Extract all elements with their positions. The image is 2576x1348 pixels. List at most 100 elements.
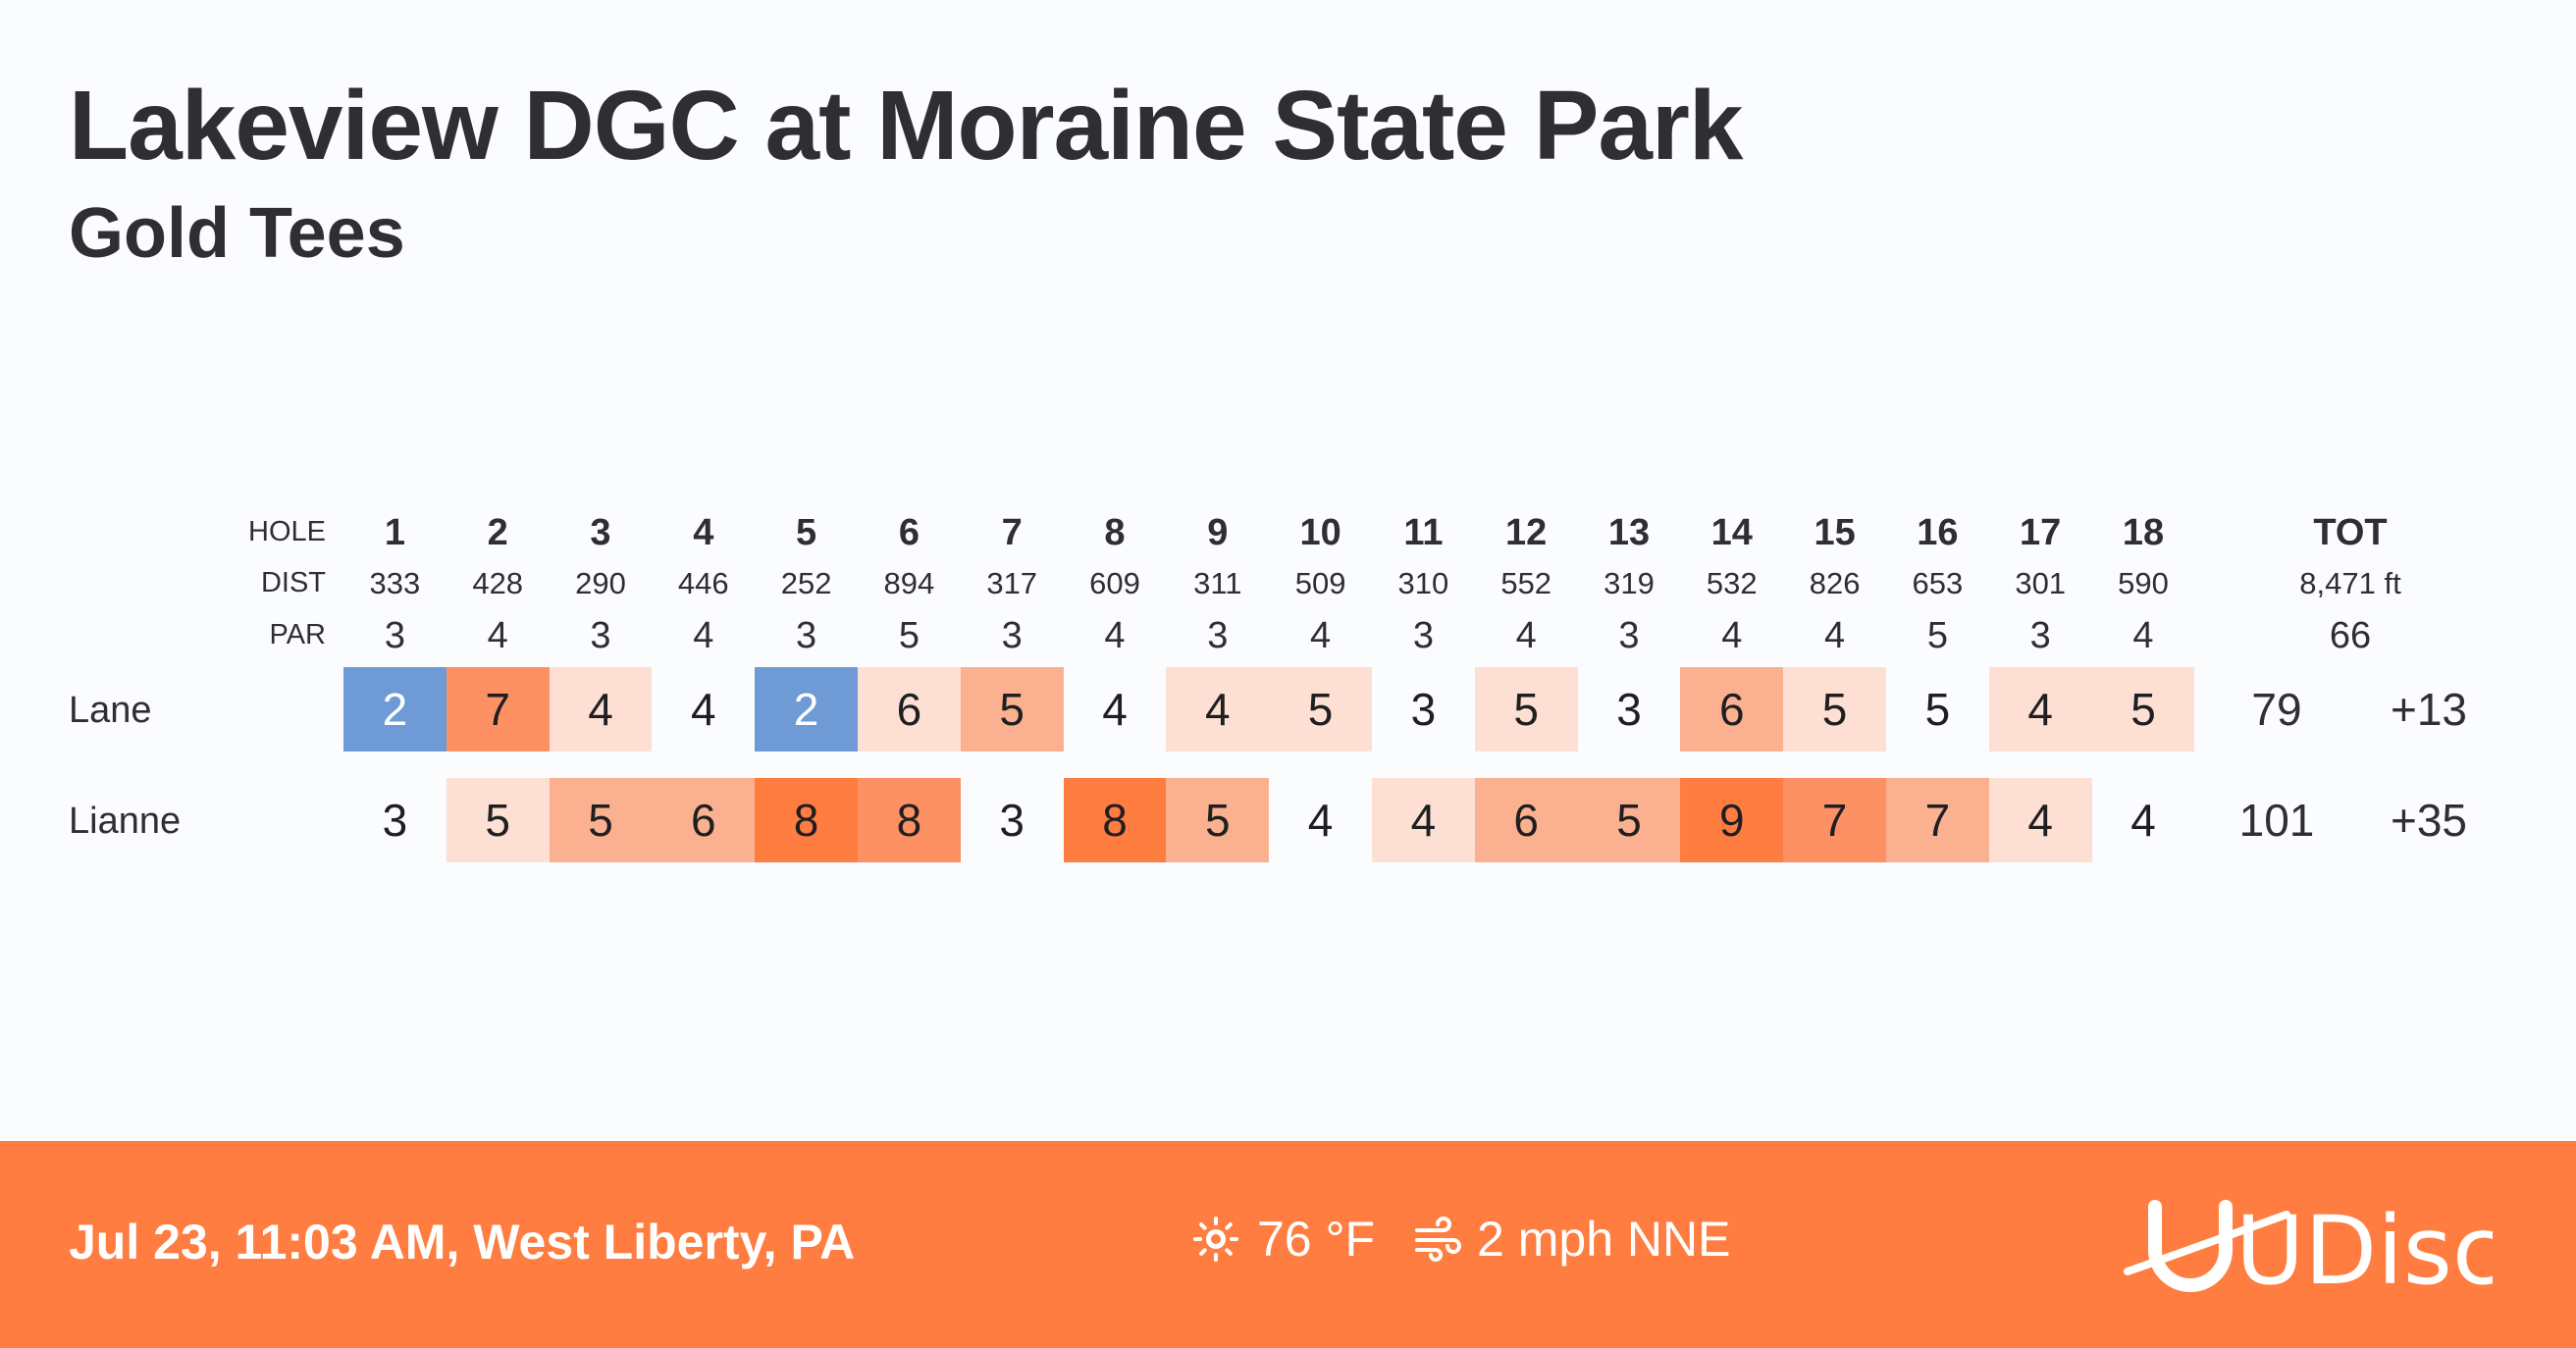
score-cell: 4	[549, 667, 653, 752]
score-cell: 5	[549, 778, 653, 862]
hole-number: 5	[796, 512, 817, 553]
hole-number: 15	[1814, 512, 1856, 553]
hole-distance: 333	[369, 566, 421, 600]
udisc-logo: UDisc	[2120, 1185, 2504, 1308]
hole-distance: 509	[1294, 566, 1346, 600]
score-cell: 3	[382, 795, 408, 846]
score-cell: 5	[1474, 667, 1578, 752]
hole-distance: 590	[2118, 566, 2169, 600]
hole-number: 1	[384, 512, 405, 553]
player-total: 101	[2238, 795, 2315, 846]
score-cell: 4	[1988, 778, 2092, 862]
hole-number: 10	[1299, 512, 1341, 553]
hole-par: 3	[796, 615, 817, 656]
hole-par: 3	[2029, 615, 2051, 656]
hole-distance: 894	[883, 566, 935, 600]
hole-number: 7	[1001, 512, 1023, 553]
hole-number: 11	[1403, 512, 1444, 553]
hole-row-label: HOLE	[248, 516, 326, 547]
hole-number: 3	[590, 512, 611, 553]
dist-row-label: DIST	[260, 567, 326, 598]
hole-par: 4	[1310, 615, 1332, 656]
hole-distance: 252	[780, 566, 832, 600]
score-cell: 4	[1988, 667, 2092, 752]
score-cell: 6	[1680, 667, 1784, 752]
hole-number: 17	[2020, 512, 2062, 553]
score-cell: 8	[755, 778, 858, 862]
hole-par: 4	[1104, 615, 1126, 656]
logo-text: UDisc	[2235, 1196, 2493, 1303]
total-header: TOT	[2313, 512, 2388, 553]
score-cell: 4	[1372, 778, 1475, 862]
player-name: Lane	[69, 690, 152, 731]
total-distance: 8,471 ft	[2299, 566, 2401, 600]
hole-distance: 301	[2015, 566, 2067, 600]
score-cell: 5	[960, 667, 1064, 752]
wind-icon	[1414, 1217, 1463, 1262]
scorecard: HOLE DIST PAR TOT 8,471 ft 66 1 333 3 2 428 4…	[69, 512, 2468, 862]
hole-distance: 311	[1193, 566, 1242, 600]
hole-distance: 428	[472, 566, 524, 600]
hole-distance: 552	[1500, 566, 1552, 600]
score-cell: 5	[1269, 667, 1372, 752]
hole-distance: 319	[1603, 566, 1655, 600]
hole-par: 4	[2132, 615, 2154, 656]
score-cell: 4	[1166, 667, 1270, 752]
score-cell: 7	[1783, 778, 1886, 862]
hole-par: 4	[487, 615, 508, 656]
hole-number: 18	[2122, 512, 2165, 553]
hole-number: 14	[1710, 512, 1753, 553]
hole-number: 12	[1505, 512, 1548, 553]
score-cell: 6	[1474, 778, 1578, 862]
hole-par: 3	[1618, 615, 1640, 656]
hole-distance: 290	[575, 566, 626, 600]
hole-par: 3	[1412, 615, 1434, 656]
hole-distance: 310	[1397, 566, 1449, 600]
score-cell: 3	[1616, 684, 1642, 735]
hole-par: 3	[1001, 615, 1023, 656]
score-cell: 7	[1886, 778, 1989, 862]
player-relative-score: +35	[2390, 795, 2468, 846]
hole-par: 4	[1515, 615, 1537, 656]
score-cell: 4	[690, 684, 716, 735]
score-cell: 5	[446, 778, 550, 862]
score-cell: 6	[858, 667, 961, 752]
score-cell: 6	[652, 778, 756, 862]
score-cell: 3	[999, 795, 1025, 846]
hole-distance: 609	[1089, 566, 1140, 600]
score-cell: 4	[1102, 684, 1128, 735]
score-cell: 9	[1680, 778, 1784, 862]
temperature: 76 °F	[1257, 1212, 1376, 1267]
score-cell: 4	[1307, 795, 1334, 846]
course-title: Lakeview DGC at Moraine State Park	[69, 71, 1744, 181]
hole-distance: 317	[986, 566, 1038, 600]
score-cell: 2	[755, 667, 858, 752]
score-cell: 5	[2091, 667, 2195, 752]
tee-subtitle: Gold Tees	[69, 194, 405, 273]
player-total: 79	[2251, 684, 2302, 735]
hole-distance: 532	[1706, 566, 1758, 600]
round-datetime-location: Jul 23, 11:03 AM, West Liberty, PA	[69, 1215, 856, 1270]
score-cell: 5	[1783, 667, 1886, 752]
hole-par: 4	[693, 615, 714, 656]
hole-number: 2	[487, 512, 508, 553]
player-relative-score: +13	[2390, 684, 2468, 735]
score-cell: 5	[1577, 778, 1681, 862]
score-cell: 5	[1924, 684, 1951, 735]
hole-par: 5	[1926, 615, 1948, 656]
hole-number: 13	[1607, 512, 1651, 553]
hole-number: 4	[693, 512, 714, 553]
hole-number: 9	[1207, 512, 1229, 553]
hole-par: 3	[590, 615, 611, 656]
player-name: Lianne	[69, 801, 182, 842]
wind-speed: 2 mph NNE	[1477, 1212, 1731, 1267]
hole-par: 4	[1824, 615, 1846, 656]
weather-info: 76 °F 2 mph NNE	[1192, 1210, 1730, 1269]
hole-par: 3	[1207, 615, 1229, 656]
score-cell: 4	[2130, 795, 2156, 846]
hole-number: 8	[1104, 512, 1126, 553]
score-cell: 5	[1166, 778, 1270, 862]
hole-par: 3	[384, 615, 405, 656]
hole-distance: 826	[1809, 566, 1861, 600]
hole-par: 4	[1721, 615, 1743, 656]
